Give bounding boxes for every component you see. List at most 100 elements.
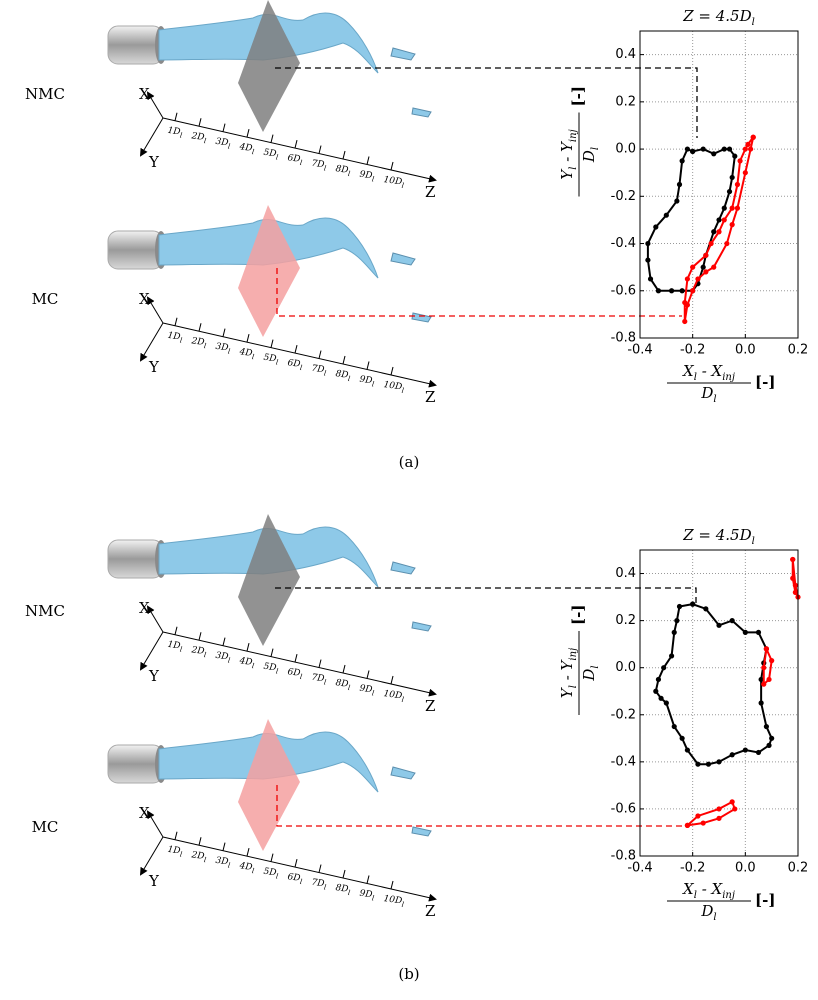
row-label: MC [32,818,59,836]
y-unit: [-] [569,86,587,106]
point [761,681,767,687]
point [679,735,685,741]
y-axis-3d [139,836,164,876]
point [679,158,685,164]
axis3d-tick-label: 10Dl [383,380,405,395]
panel-label: (b) [398,965,419,983]
point [721,146,727,152]
label: Dl [700,902,716,923]
axis3d-tick-label: 8Dl [335,369,352,383]
plane [238,719,300,851]
axis3d-tick [246,643,250,652]
axis3d-tick [270,339,274,348]
axis3d-tick [366,670,370,679]
tick-text: 5D [263,661,277,673]
axis3d-tick-label: 1Dl [167,330,184,344]
axis3d-tick [390,880,394,890]
tick-text: 7D [311,363,325,375]
axis3d-tick-label: 4Dl [238,142,256,157]
point [729,174,735,181]
point [742,170,748,176]
tick-sub: l [401,182,404,190]
axis3d-label: X [139,290,150,308]
panel-label: (a) [399,453,420,471]
tick-text: 6D [287,358,301,370]
point [655,288,662,294]
point [729,222,735,228]
point [742,629,748,635]
axis3d-tick-label: 1Dl [167,125,184,139]
point [755,629,762,635]
tick-sub: l [275,667,278,675]
connector [275,587,697,603]
axis3d-label: Z [425,902,435,920]
point [663,212,669,218]
x-tick-label: -0.4 [627,861,652,876]
point [742,146,748,152]
tick-sub: l [275,872,278,880]
point [679,288,685,294]
axis3d-tick [318,659,322,668]
axis3d-tick [342,664,346,674]
y-tick-label: -0.6 [611,283,636,298]
chart-title: Z = 4.5Dl [682,526,755,547]
y-tick-label: 0.2 [615,94,636,109]
label-sub: l [590,147,601,150]
tick-text: 2D [190,131,205,143]
label: Xl - Xinj [682,880,735,901]
label-sub: l [694,372,697,383]
tick-sub: l [179,851,182,859]
axis3d-tick-label: 5Dl [263,866,280,880]
axis3d-tick [198,118,202,127]
y-tick-label: 0.0 [615,660,636,675]
label-sub: inj [722,890,735,901]
point [711,151,717,157]
axis3d-tick-label: 1Dl [167,639,184,653]
axis3d-tick-label: 6Dl [287,358,304,372]
point [700,146,706,152]
label-text: - Y [558,140,576,167]
title-text: Z = 4.5D [682,7,751,25]
point [721,205,727,211]
axis3d-tick [198,323,202,332]
axis3d-tick [270,648,274,657]
point [716,622,722,628]
point [763,723,770,730]
y-tick-label: 0.4 [615,566,636,581]
tick-sub: l [371,689,374,697]
tick-text: 1D [167,639,181,651]
y-tick-label: -0.2 [611,707,636,722]
axis3d-label: X [139,85,150,103]
point [703,252,709,258]
tick-text: 6D [287,872,301,884]
label: Dl [580,665,601,681]
tick-sub: l [323,883,326,891]
axis3d-tick [246,129,250,138]
z-axis-3d [162,117,437,183]
label-sub: l [713,394,716,405]
point [734,181,741,188]
series-line [686,800,737,827]
axis3d-label: Z [425,183,435,201]
axis3d-tick-label: 9Dl [359,169,376,183]
tick-text: 3D [215,136,229,148]
series-line [791,559,799,598]
point [790,556,796,563]
label-sub: inj [568,648,579,661]
point [647,276,654,282]
point [766,742,772,748]
injector [107,539,164,579]
axis3d-tick-label: 3Dl [215,136,232,150]
injector [107,25,164,65]
axis3d-tick-label: 7Dl [311,363,328,377]
axis3d-tick [390,366,394,376]
axis3d-tick-label: 10Dl [383,894,405,909]
tick-sub: l [323,369,326,377]
axis3d-tick-label: 7Dl [311,672,328,686]
tick-text: 7D [311,158,325,170]
point [711,229,717,235]
plot-frame [639,30,799,339]
point [729,205,735,211]
tick-text: 10D [383,175,403,188]
